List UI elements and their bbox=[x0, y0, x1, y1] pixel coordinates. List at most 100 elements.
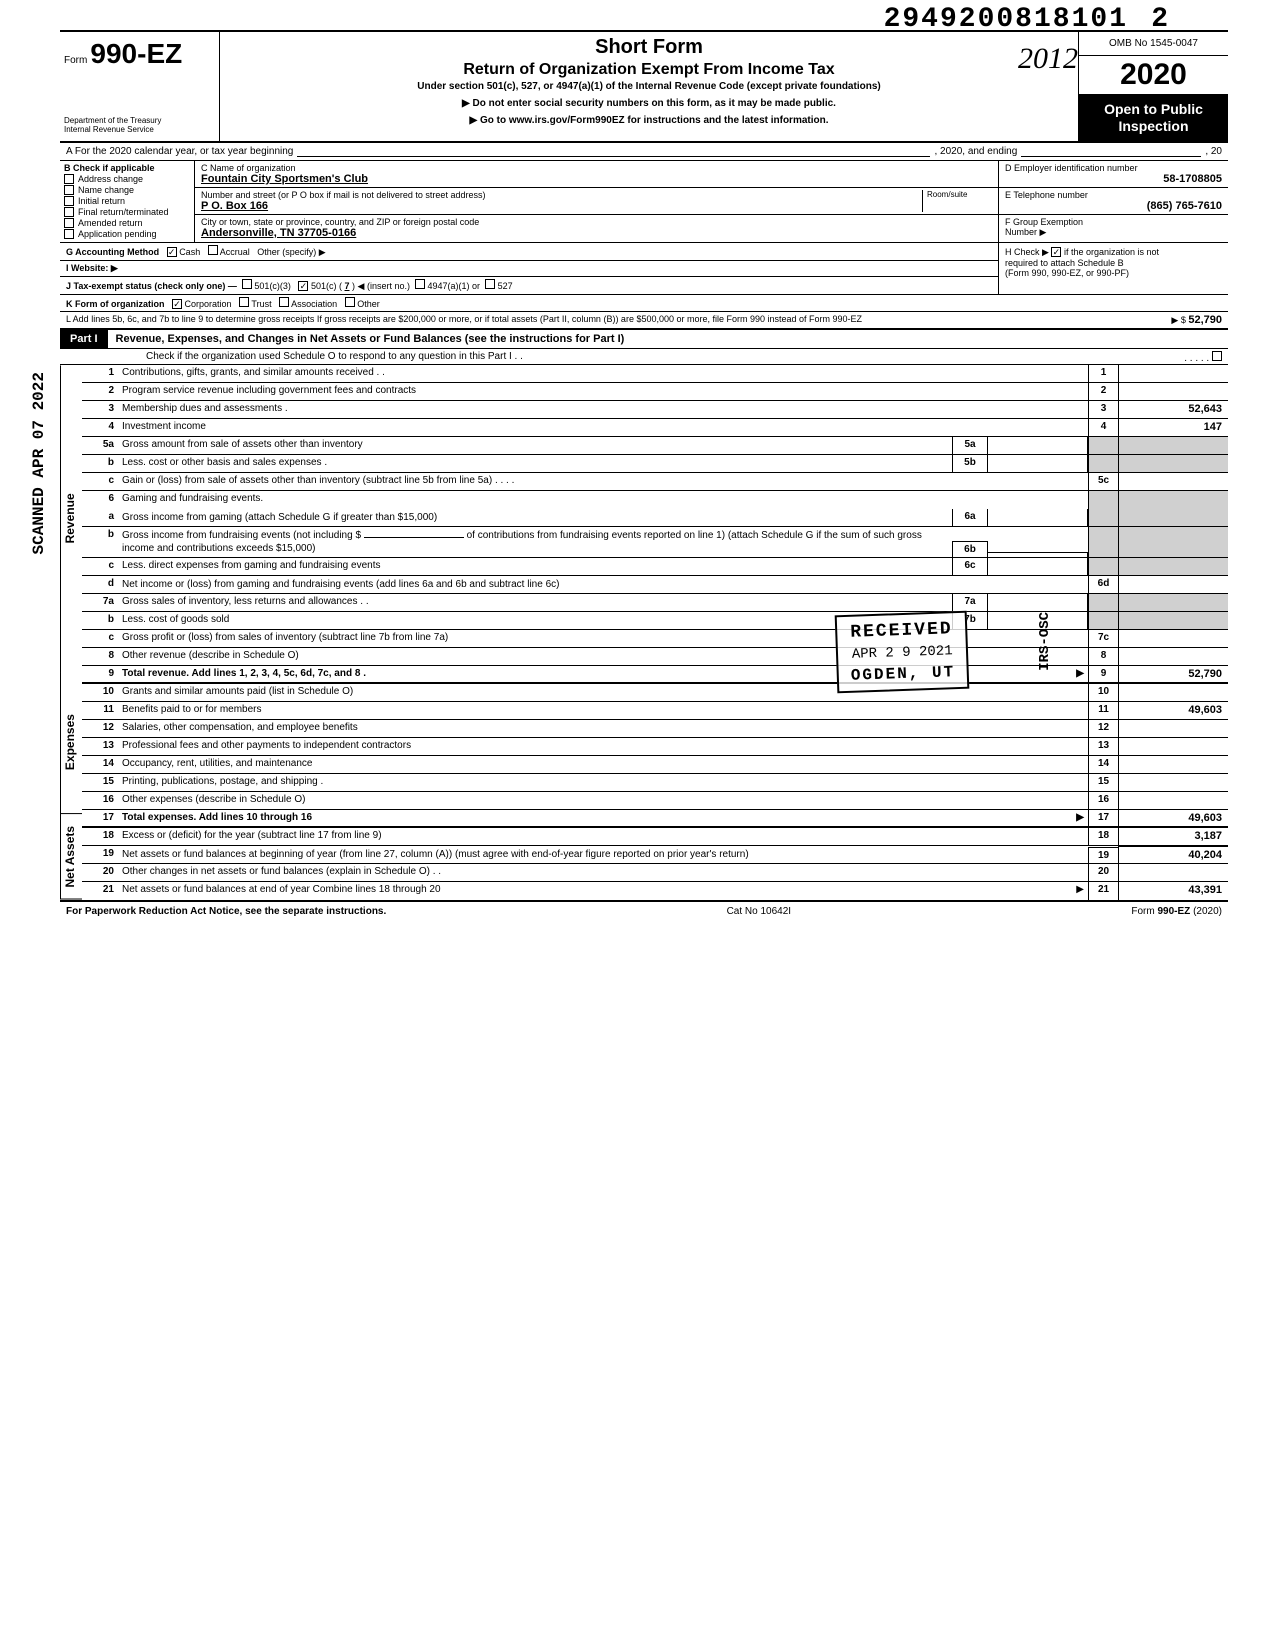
col-c-header: C Name of organization bbox=[201, 163, 992, 173]
label-address-change: Address change bbox=[78, 174, 143, 184]
city-value: Andersonville, TN 37705-0166 bbox=[201, 227, 992, 239]
line-2: 2 Program service revenue including gove… bbox=[82, 383, 1228, 401]
label-initial-return: Initial return bbox=[78, 196, 125, 206]
group-exemption-sub: Number ▶ bbox=[1005, 227, 1222, 238]
form-title-short: Short Form bbox=[230, 36, 1068, 59]
form-number: 990-EZ bbox=[90, 38, 182, 69]
total-expenses: 49,603 bbox=[1118, 810, 1228, 826]
group-exemption-label: F Group Exemption bbox=[1005, 217, 1222, 227]
line-9: 9 Total revenue. Add lines 1, 2, 3, 4, 5… bbox=[82, 666, 1228, 684]
cb-trust[interactable] bbox=[239, 297, 249, 307]
line-11: 11 Benefits paid to or for members 11 49… bbox=[82, 702, 1228, 720]
line-4: 4 Investment income 4 147 bbox=[82, 419, 1228, 437]
cb-corporation[interactable] bbox=[172, 299, 182, 309]
dept-irs: Internal Revenue Service bbox=[64, 126, 215, 135]
rows-ghij: G Accounting Method Cash Accrual Other (… bbox=[60, 243, 1228, 295]
cb-other-org[interactable] bbox=[345, 297, 355, 307]
scanned-stamp: SCANNED APR 07 2022 bbox=[30, 372, 48, 554]
form-prefix: Form bbox=[64, 55, 87, 66]
line-7c: c Gross profit or (loss) from sales of i… bbox=[82, 630, 1228, 648]
line-5c: c Gain or (loss) from sale of assets oth… bbox=[82, 473, 1228, 491]
phone-value: (865) 765-7610 bbox=[1005, 200, 1222, 212]
ending-net-assets: 43,391 bbox=[1118, 882, 1228, 900]
label-final-return: Final return/terminated bbox=[78, 207, 169, 217]
cb-accrual[interactable] bbox=[208, 245, 218, 255]
col-h: H Check ▶ if the organization is not req… bbox=[998, 243, 1228, 294]
gross-receipts: 52,790 bbox=[1188, 314, 1222, 326]
section-expenses: Expenses bbox=[60, 672, 82, 814]
footer-form: Form 990-EZ (2020) bbox=[1131, 906, 1222, 917]
form-instruction-2: Go to www.irs.gov/Form990EZ for instruct… bbox=[230, 115, 1068, 126]
cb-final-return[interactable] bbox=[64, 207, 74, 217]
line-6a: a Gross income from gaming (attach Sched… bbox=[82, 509, 1228, 527]
col-b-header: B Check if applicable bbox=[64, 163, 190, 173]
cb-cash[interactable] bbox=[167, 247, 177, 257]
cb-name-change[interactable] bbox=[64, 185, 74, 195]
org-name: Fountain City Sportsmen's Club bbox=[201, 173, 992, 185]
line-6b: b Gross income from fundraising events (… bbox=[82, 527, 1228, 558]
cb-501c[interactable] bbox=[298, 281, 308, 291]
city-label: City or town, state or province, country… bbox=[201, 217, 992, 227]
cb-4947a1[interactable] bbox=[415, 279, 425, 289]
cb-schedule-b[interactable] bbox=[1051, 247, 1061, 257]
line-18: 18 Excess or (deficit) for the year (sub… bbox=[82, 828, 1228, 846]
line-3-value: 52,643 bbox=[1118, 401, 1228, 418]
handwritten-year: 2012 bbox=[1018, 42, 1078, 76]
line-7b: b Less. cost of goods sold 7b bbox=[82, 612, 1228, 630]
footer: For Paperwork Reduction Act Notice, see … bbox=[60, 900, 1228, 921]
addr-label: Number and street (or P O box if mail is… bbox=[201, 190, 922, 200]
ein-value: 58-1708805 bbox=[1005, 173, 1222, 185]
line-3: 3 Membership dues and assessments . 3 52… bbox=[82, 401, 1228, 419]
cb-address-change[interactable] bbox=[64, 174, 74, 184]
ein-label: D Employer identification number bbox=[1005, 163, 1222, 173]
col-b-checkboxes: B Check if applicable Address change Nam… bbox=[60, 161, 195, 242]
footer-notice: For Paperwork Reduction Act Notice, see … bbox=[66, 906, 386, 917]
line-21: 21 Net assets or fund balances at end of… bbox=[82, 882, 1228, 900]
line-19: 19 Net assets or fund balances at beginn… bbox=[82, 846, 1228, 864]
line-16: 16 Other expenses (describe in Schedule … bbox=[82, 792, 1228, 810]
tax-year: 2020 bbox=[1079, 56, 1228, 95]
line-14: 14 Occupancy, rent, utilities, and maint… bbox=[82, 756, 1228, 774]
line-4-value: 147 bbox=[1118, 419, 1228, 436]
label-application-pending: Application pending bbox=[78, 229, 157, 239]
line-20: 20 Other changes in net assets or fund b… bbox=[82, 864, 1228, 882]
part-1-sub: Check if the organization used Schedule … bbox=[60, 349, 1228, 365]
cb-501c3[interactable] bbox=[242, 279, 252, 289]
beginning-net-assets: 40,204 bbox=[1118, 846, 1228, 863]
form-instruction-1: Do not enter social security numbers on … bbox=[230, 98, 1068, 109]
open-public-1: Open to Public bbox=[1081, 101, 1226, 118]
cb-amended-return[interactable] bbox=[64, 218, 74, 228]
total-revenue: 52,790 bbox=[1118, 666, 1228, 682]
label-amended-return: Amended return bbox=[78, 218, 143, 228]
phone-label: E Telephone number bbox=[1005, 190, 1222, 200]
section-revenue: Revenue bbox=[60, 365, 82, 672]
cb-527[interactable] bbox=[485, 279, 495, 289]
line-5a: 5a Gross amount from sale of assets othe… bbox=[82, 437, 1228, 455]
addr-value: P O. Box 166 bbox=[201, 200, 922, 212]
cb-application-pending[interactable] bbox=[64, 229, 74, 239]
irs-osc-stamp: IRS-OSC bbox=[1037, 612, 1053, 671]
form-subtitle: Under section 501(c), 527, or 4947(a)(1)… bbox=[230, 81, 1068, 92]
line-10: 10 Grants and similar amounts paid (list… bbox=[82, 684, 1228, 702]
benefits-paid: 49,603 bbox=[1118, 702, 1228, 719]
line-7a: 7a Gross sales of inventory, less return… bbox=[82, 594, 1228, 612]
row-g: G Accounting Method Cash Accrual Other (… bbox=[60, 243, 998, 261]
document-id-suffix: 2 bbox=[1151, 4, 1168, 35]
part-1-header: Part I Revenue, Expenses, and Changes in… bbox=[60, 330, 1228, 349]
line-6: 6 Gaming and fundraising events. bbox=[82, 491, 1228, 509]
label-name-change: Name change bbox=[78, 185, 134, 195]
row-i: I Website: ▶ bbox=[60, 261, 998, 277]
row-a-tax-year: A For the 2020 calendar year, or tax yea… bbox=[60, 143, 1228, 161]
part-1-label: Part I bbox=[60, 330, 108, 348]
part-1-title: Revenue, Expenses, and Changes in Net As… bbox=[108, 330, 1228, 348]
line-5b: b Less. cost or other basis and sales ex… bbox=[82, 455, 1228, 473]
cb-initial-return[interactable] bbox=[64, 196, 74, 206]
form-title-main: Return of Organization Exempt From Incom… bbox=[230, 61, 1068, 79]
excess-deficit: 3,187 bbox=[1118, 828, 1228, 845]
footer-cat-no: Cat No 10642I bbox=[727, 906, 792, 917]
cb-schedule-o[interactable] bbox=[1212, 351, 1222, 361]
row-j: J Tax-exempt status (check only one) — 5… bbox=[60, 277, 998, 294]
line-12: 12 Salaries, other compensation, and emp… bbox=[82, 720, 1228, 738]
cb-association[interactable] bbox=[279, 297, 289, 307]
line-1: 1 Contributions, gifts, grants, and simi… bbox=[82, 365, 1228, 383]
